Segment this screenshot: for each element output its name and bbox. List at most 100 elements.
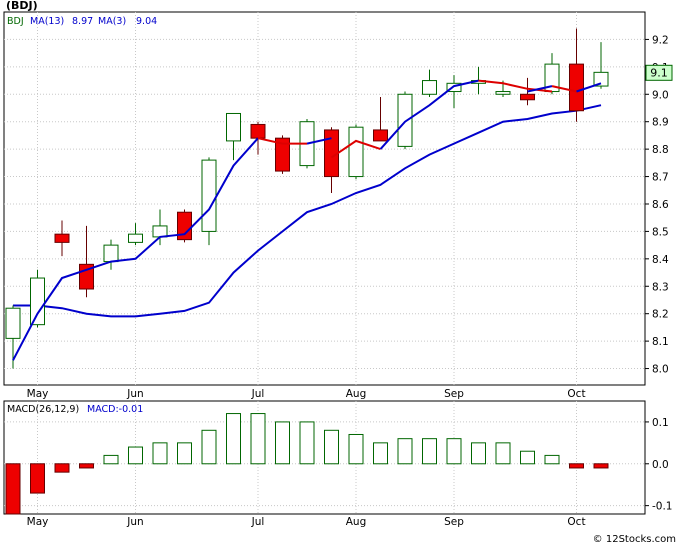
month-label: Jun [126, 388, 143, 400]
candle-body [54, 233, 70, 243]
candle [177, 209, 192, 243]
price-panel [3, 11, 646, 386]
candlesticks [5, 28, 609, 369]
month-label: May [27, 388, 49, 400]
candle [5, 305, 21, 369]
legend-ma13-label: MA(13) [30, 16, 64, 27]
candle [226, 112, 241, 161]
candle [569, 28, 584, 122]
candle-body [201, 159, 217, 232]
price-tick-label: 8.2 [652, 309, 669, 321]
price-tick-label: 8.0 [652, 364, 669, 376]
macd-bar [201, 429, 217, 465]
month-label: Oct [567, 388, 585, 400]
candle [422, 69, 437, 98]
candle [250, 121, 266, 155]
month-label: Jul [251, 388, 265, 400]
ticker-title: (BDJ) [6, 0, 38, 12]
candle-body [250, 123, 266, 139]
month-label: Jul [251, 516, 265, 528]
ma3-segment [379, 79, 479, 150]
month-label: Aug [346, 388, 367, 400]
candle [54, 220, 70, 257]
month-labels-price: May Jun Jul Aug Sep Oct [27, 388, 586, 400]
candle-body [544, 63, 560, 93]
macd-bar [250, 413, 266, 465]
ma3-segment [12, 137, 259, 361]
month-label: Jun [126, 516, 143, 528]
month-labels-macd: May Jun Jul Aug Sep Oct [27, 516, 586, 528]
candle [544, 53, 560, 95]
macd-bar [422, 438, 437, 465]
month-label: Sep [444, 388, 464, 400]
ma13-path [13, 104, 602, 318]
macd-bar [5, 463, 21, 515]
macd-bar [348, 433, 364, 465]
macd-bar [569, 463, 584, 469]
macd-bar [495, 442, 511, 465]
candle [348, 124, 364, 180]
price-tick-label: 8.7 [652, 172, 669, 184]
ma3-segment [478, 79, 553, 93]
candle-body [569, 63, 584, 112]
candle-body [495, 91, 511, 95]
macd-bar [471, 442, 486, 465]
candle [397, 91, 413, 150]
month-label: Oct [567, 516, 585, 528]
copyright-footer: © 12Stocks.com [593, 534, 676, 545]
candle-body [446, 82, 462, 93]
legend-symbol: BDJ [7, 16, 24, 27]
ma13-line [13, 104, 602, 318]
macd-bar [128, 446, 143, 465]
macd-legend-value: MACD:-0.01 [87, 404, 143, 415]
macd-bar [226, 413, 241, 465]
candle [520, 77, 535, 106]
ma3-segment [527, 85, 553, 93]
candle-body [103, 244, 119, 263]
macd-tick-label: 0.1 [652, 417, 669, 429]
candle [103, 239, 119, 270]
candle-body [30, 277, 45, 326]
candle [446, 75, 462, 108]
ma3-segment [576, 82, 602, 93]
macd-legend-label: MACD(26,12,9) [7, 404, 79, 415]
candle-body [593, 71, 609, 87]
macd-bar [324, 429, 339, 465]
macd-bar [446, 438, 462, 465]
macd-tick-label: -0.1 [652, 501, 673, 513]
candle-body [152, 225, 168, 238]
macd-bar [177, 442, 192, 465]
price-tick-label: 8.3 [652, 281, 669, 293]
candle [593, 42, 609, 89]
month-label: Sep [444, 516, 464, 528]
price-gridlines [4, 12, 645, 385]
price-y-ticks: 8.0 8.1 8.2 8.3 8.4 8.5 8.6 8.7 8.8 8.9 9.0 9.1 9.2 [645, 34, 669, 376]
price-tick-label: 8.5 [652, 226, 669, 238]
macd-bars [5, 413, 609, 515]
ma3-segment [551, 85, 577, 93]
candle-body [422, 80, 437, 95]
candle [275, 135, 290, 174]
candle-body [5, 307, 21, 339]
candle [30, 269, 45, 328]
last-price-label: 9.1 [650, 66, 668, 79]
macd-bar [79, 463, 94, 469]
candle-body [520, 93, 535, 101]
last-price-marker: 9.1 [645, 64, 673, 81]
month-label: Aug [346, 516, 367, 528]
candle-body [226, 112, 241, 142]
macd-bar [593, 463, 609, 469]
candle-body [348, 126, 364, 178]
price-tick-label: 8.9 [652, 117, 669, 129]
price-tick-label: 8.4 [652, 254, 669, 266]
price-tick-label: 9.0 [652, 89, 669, 101]
candle-body [373, 129, 388, 142]
legend-ma3-label: MA(3) [98, 16, 126, 27]
candle [373, 97, 388, 142]
macd-tick-label: 0.0 [652, 459, 669, 471]
month-label: May [27, 516, 49, 528]
price-tick-label: 8.6 [652, 199, 669, 211]
macd-y-ticks: 0.1 0.0 -0.1 [645, 417, 673, 513]
macd-bar [520, 450, 535, 465]
